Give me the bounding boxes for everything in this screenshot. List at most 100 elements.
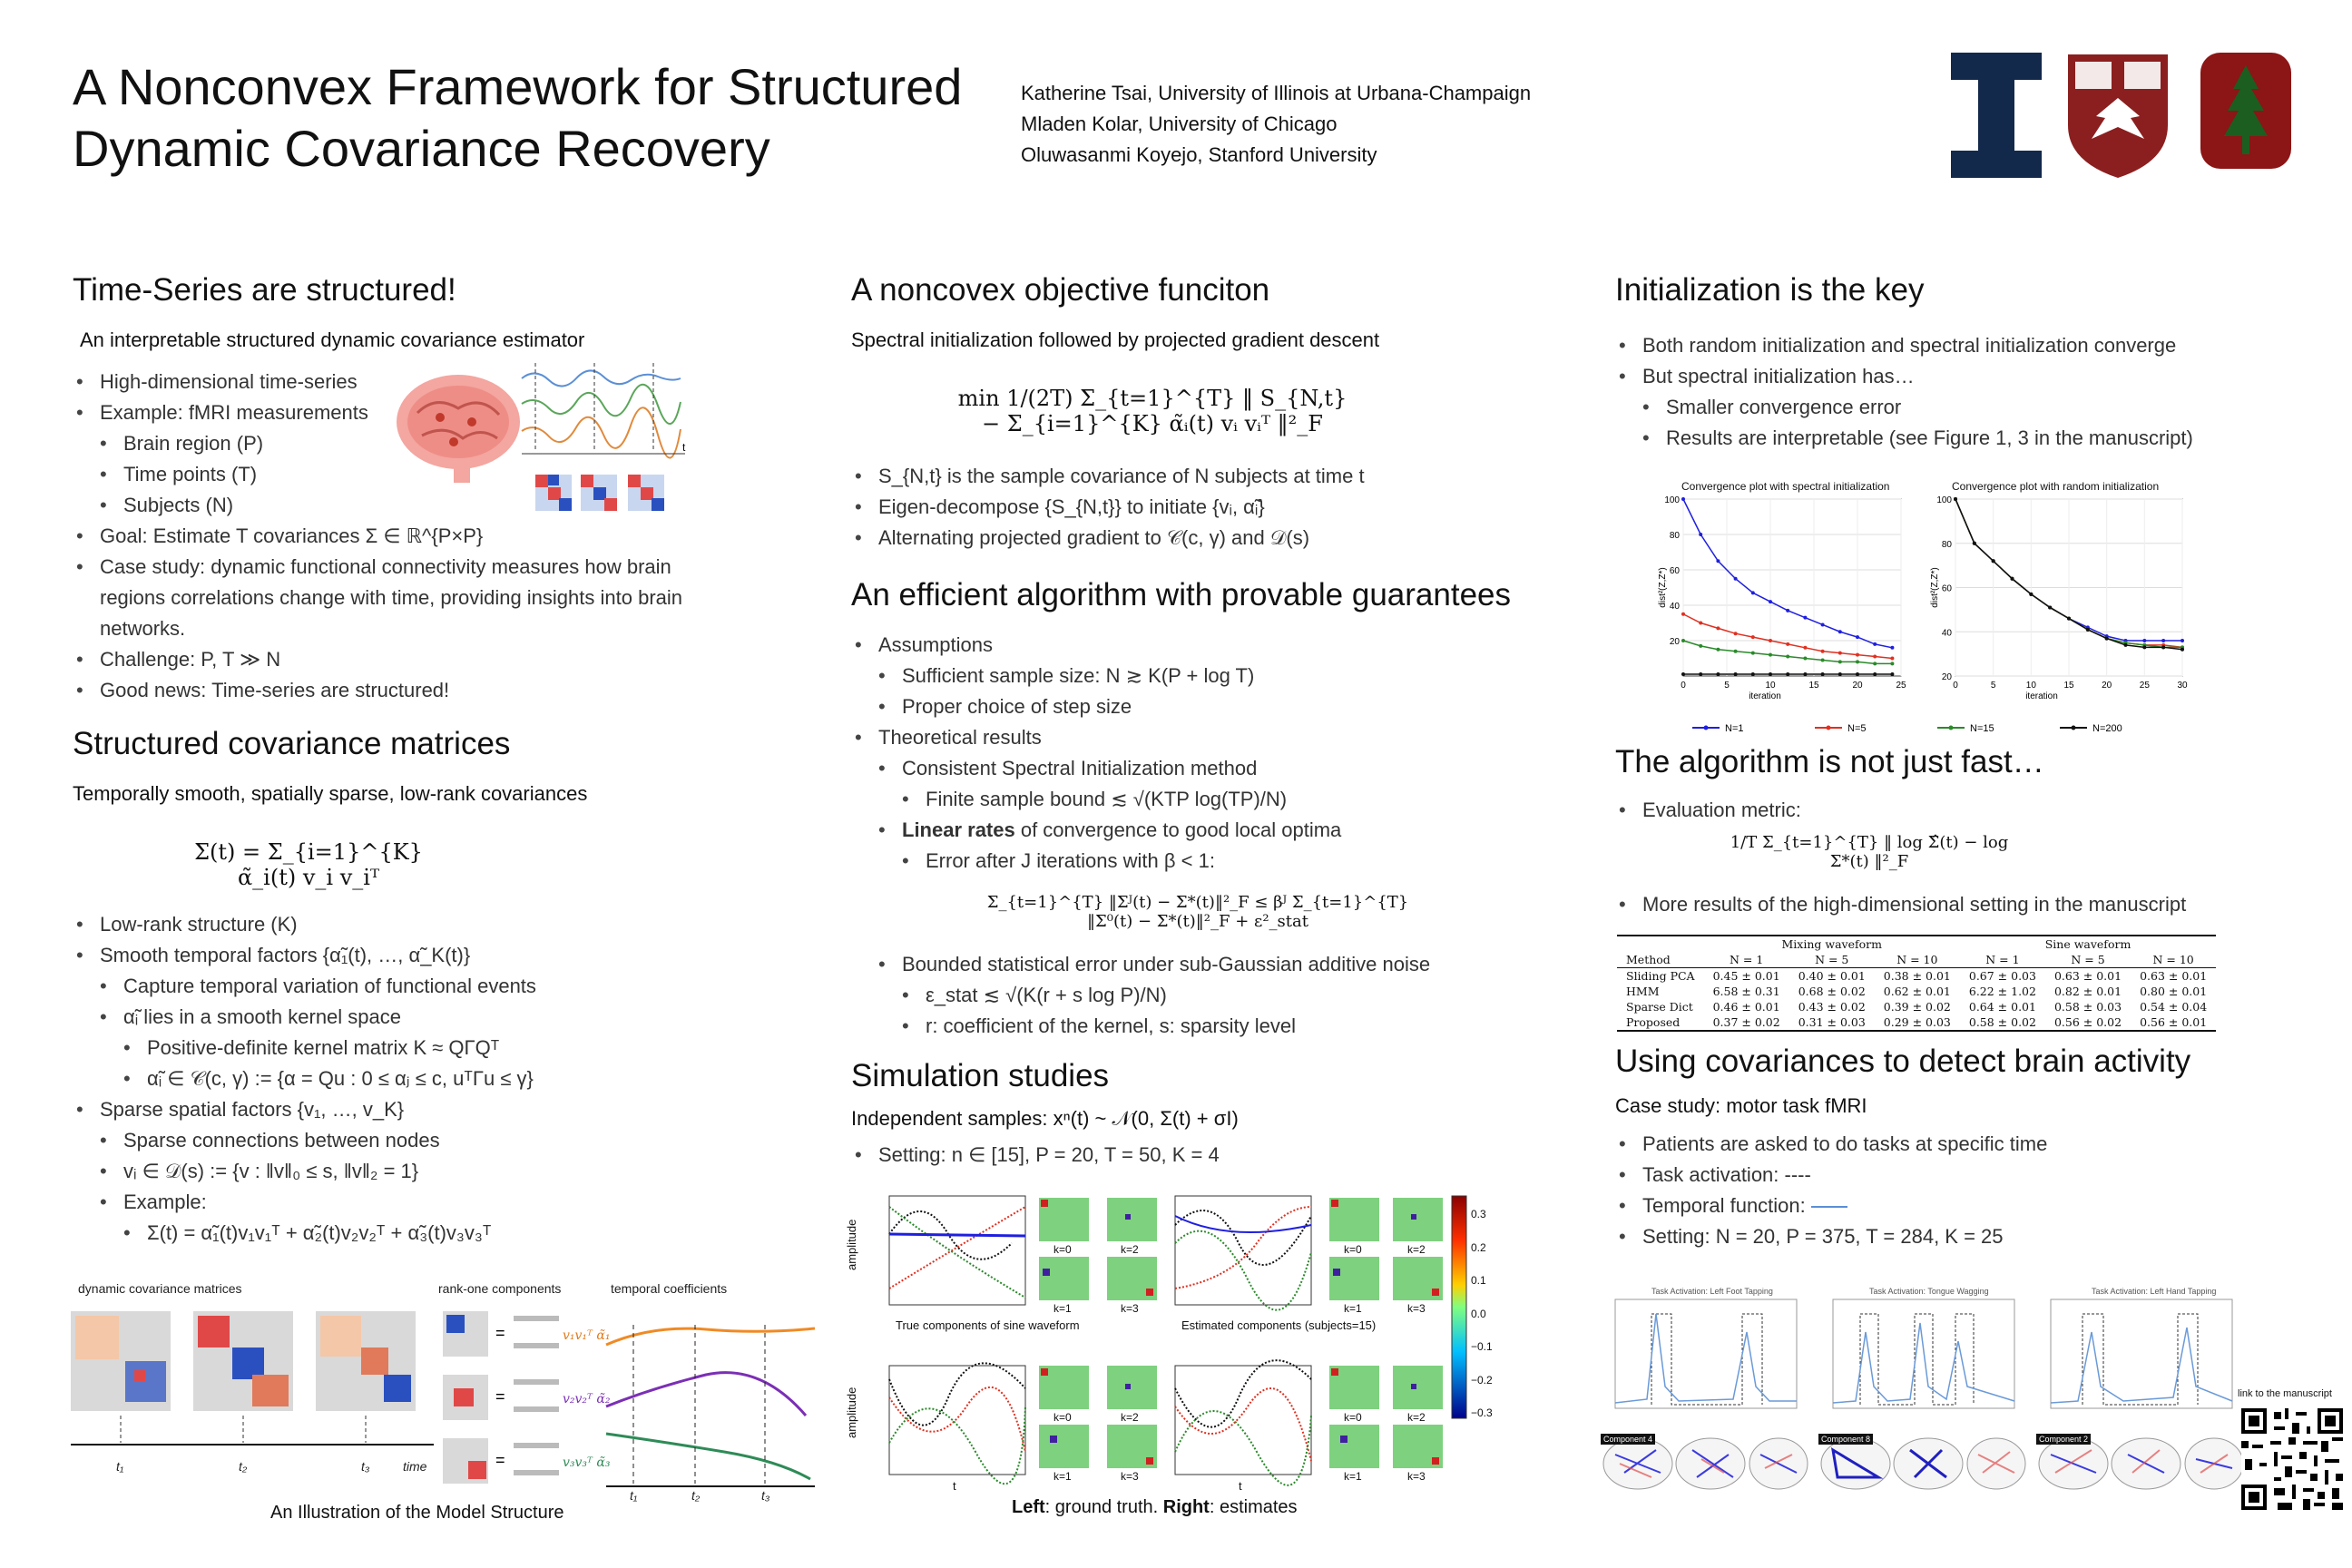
sim-caption-est: Estimated components (subjects=15) — [1181, 1318, 1377, 1332]
bullet-constraint-set-d: vᵢ ∈ 𝒟(s) := {v : ‖v‖₀ ≤ s, ‖v‖₂ = 1} — [100, 1156, 762, 1187]
y-tick-label: 100 — [1936, 495, 1952, 505]
component-label-3: Component 2 — [2036, 1434, 2092, 1445]
error-bound-equation: Σ_{t=1}^{T} ‖Σᴶ(t) − Σ*(t)‖²_F ≤ βᴶ Σ_{t… — [986, 893, 1409, 931]
data-point — [1991, 559, 1995, 564]
table-cell: 0.63 ± 0.01 — [2053, 969, 2122, 983]
bullet-constraint-set-c: α̃ᵢ ∈ 𝒞(c, γ) := {α = Qu : 0 ≤ αⱼ ≤ c, u… — [123, 1063, 762, 1094]
data-point — [1699, 643, 1703, 648]
table-cell: 0.31 ± 0.03 — [1798, 1015, 1866, 1029]
sim-ylabel-bottom: amplitude — [845, 1387, 858, 1438]
table-cell: 0.40 ± 0.01 — [1798, 969, 1866, 983]
linear-rates-bold: Linear rates — [902, 818, 1015, 841]
data-point — [1681, 612, 1685, 616]
table-row: Sparse Dict 0.46 ± 0.01 0.43 ± 0.02 0.39… — [1617, 999, 2216, 1014]
svg-text:=: = — [495, 1387, 505, 1406]
sim-ylabel-top: amplitude — [845, 1219, 858, 1270]
x-tick-label: 25 — [1896, 681, 1906, 691]
t1-label: t₁ — [116, 1459, 124, 1474]
table-cell: 0.45 ± 0.01 — [1712, 969, 1780, 983]
legend-marker — [1948, 725, 1954, 730]
qr-code-icon[interactable] — [2241, 1408, 2343, 1510]
col-n5-sine: N = 5 — [2071, 953, 2105, 966]
data-point — [2104, 636, 2109, 641]
x-axis-label: iteration — [2025, 691, 2058, 701]
data-point — [1733, 672, 1738, 677]
k-label-d3: k=3 — [1407, 1470, 1426, 1483]
data-point — [2142, 639, 2147, 642]
title-line-2: Dynamic Covariance Recovery — [73, 120, 770, 177]
rank-one-1 — [443, 1311, 488, 1357]
component-label-1: Component 4 — [1601, 1434, 1656, 1445]
table-cell: 0.63 ± 0.01 — [2140, 969, 2208, 983]
bullet-fmri: Example: fMRI measurements — [76, 397, 726, 428]
bullet-alternating: Alternating projected gradient to 𝒞(c, γ… — [855, 523, 1486, 554]
x-tick-label: 0 — [1953, 681, 1958, 691]
y-axis-label: dist²(Z,Z*) — [1930, 567, 1940, 607]
bullet-good-news: Good news: Time-series are structured! — [76, 675, 726, 706]
data-point — [1803, 615, 1808, 620]
group-sine: Sine waveform — [2044, 937, 2132, 951]
x-tick-label: 10 — [1765, 681, 1776, 691]
chart-frame — [1682, 498, 1902, 677]
table-group-header-row: Mixing waveform Sine waveform — [1617, 936, 2216, 952]
task-title-3: Task Activation: Left Hand Tapping — [2092, 1287, 2217, 1296]
bullet-finite-sample: Finite sample bound ≲ √(KTP log(TP)/N) — [902, 784, 1541, 815]
table-row: HMM 6.58 ± 0.31 0.68 ± 0.02 0.62 ± 0.01 … — [1617, 984, 2216, 999]
t1-label-right: t₁ — [630, 1488, 638, 1503]
x-tick-label: 15 — [1808, 681, 1819, 691]
simulation-sub: Independent samples: xⁿ(t) ~ 𝒩(0, Σ(t) +… — [851, 1107, 1239, 1130]
k-label-c0: k=0 — [1054, 1411, 1072, 1424]
data-point — [1890, 645, 1895, 650]
table-cell: Sliding PCA — [1626, 969, 1695, 983]
data-point — [1856, 652, 1859, 657]
data-point — [1716, 672, 1720, 677]
caption-right-bold: Right — [1162, 1497, 1210, 1517]
legend-label: N=1 — [1725, 723, 1744, 734]
caption-mid: : ground truth. — [1044, 1497, 1163, 1517]
bullet-error-iterations: Error after J iterations with β < 1: — [902, 846, 1541, 877]
cbar-tick-6: −0.3 — [1471, 1406, 1493, 1419]
data-point — [2029, 592, 2034, 596]
table-cell: Proposed — [1626, 1015, 1681, 1029]
data-point — [1820, 658, 1825, 662]
model-structure-figure: dynamic covariance matrices rank-one com… — [71, 1281, 815, 1504]
data-point — [1681, 497, 1685, 501]
table-header-row: Method N = 1 N = 5 N = 10 N = 1 N = 5 N … — [1617, 952, 2217, 968]
caption-left-bold: Left — [1012, 1497, 1045, 1517]
data-point — [1890, 662, 1895, 666]
convergence-figure: Convergence plot with spectral initializ… — [1656, 476, 2200, 740]
bullet-sparse-spatial: Sparse spatial factors {v₁, …, v_K} — [76, 1094, 762, 1125]
data-point — [1769, 672, 1772, 677]
sim-xlabel-left: t — [953, 1479, 956, 1493]
group-mixing: Mixing waveform — [1781, 937, 1882, 951]
data-point — [2161, 645, 2166, 650]
data-point — [1856, 635, 1859, 640]
k-label-d0: k=0 — [1344, 1411, 1362, 1424]
task-activation-figure: Task Activation: Left Foot Tapping Task … — [1597, 1287, 2250, 1495]
cov-matrix-3 — [316, 1311, 416, 1411]
poster-title: A Nonconvex Framework for Structured Dyn… — [73, 56, 980, 180]
data-point — [2085, 627, 2090, 632]
data-point — [1750, 672, 1755, 677]
chart-spectral-title: Convergence plot with spectral initializ… — [1681, 480, 1890, 493]
table-cell: 0.64 ± 0.01 — [1968, 1000, 2036, 1014]
brain-network-group-1 — [1602, 1437, 1808, 1490]
k-label-b2: k=2 — [1407, 1243, 1426, 1256]
cbar-tick-2: 0.1 — [1471, 1274, 1486, 1287]
bullet-sample-cov: S_{N,t} is the sample covariance of N su… — [855, 461, 1486, 492]
data-point — [1873, 654, 1877, 659]
table-cell: 0.29 ± 0.03 — [1883, 1015, 1951, 1029]
table-row: Sliding PCA 0.45 ± 0.01 0.40 ± 0.01 0.38… — [1617, 968, 2216, 985]
y-tick-label: 40 — [1942, 628, 1953, 638]
k-label-c1: k=1 — [1054, 1470, 1072, 1483]
table-cell: 0.56 ± 0.02 — [2053, 1015, 2122, 1029]
bullet-example: Example: — [100, 1187, 762, 1218]
cbar-tick-5: −0.2 — [1471, 1373, 1493, 1387]
data-point — [2180, 639, 2184, 642]
data-point — [2123, 642, 2128, 647]
task-plot-1 — [1614, 1298, 1798, 1409]
svg-text:=: = — [495, 1451, 505, 1469]
simulation-bullets: Setting: n ∈ [15], P = 20, T = 50, K = 4 — [851, 1140, 1486, 1171]
y-tick-label: 60 — [1670, 566, 1681, 576]
bullet-smaller-error: Smaller convergence error — [1642, 392, 2323, 423]
